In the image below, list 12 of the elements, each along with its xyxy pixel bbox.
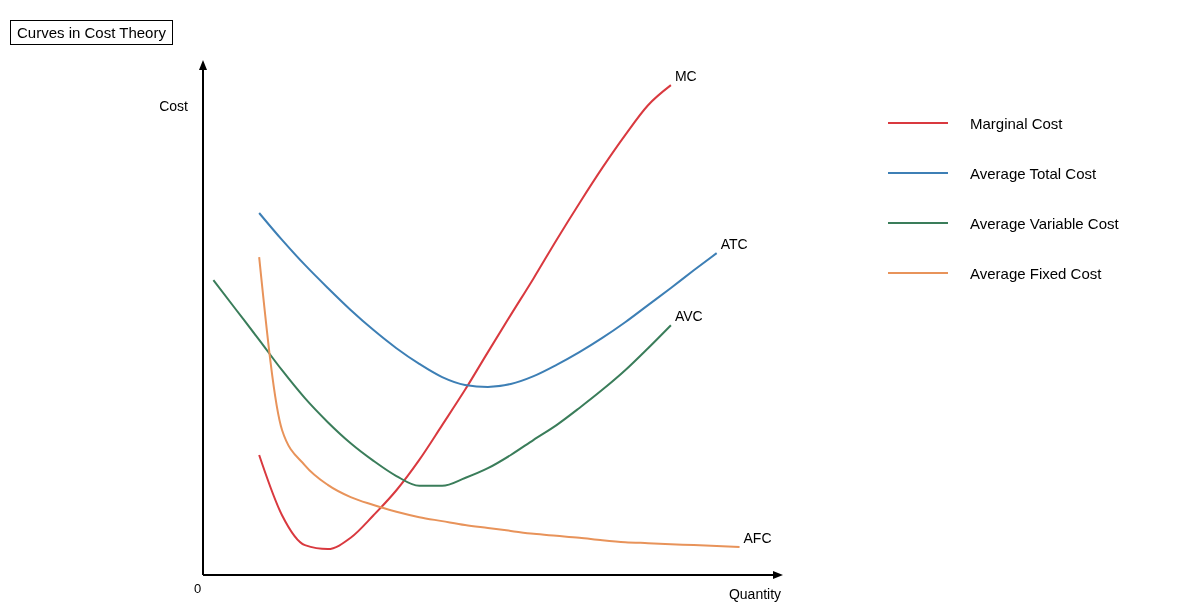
annotation: ATC <box>720 236 748 253</box>
annotation: AVC <box>674 308 703 325</box>
chart-title: Curves in Cost Theory <box>10 20 173 45</box>
text: 0 <box>194 581 202 596</box>
legend-label: Average Variable Cost <box>970 214 1119 232</box>
annotation: AFC <box>743 530 772 547</box>
legend-label: Marginal Cost <box>970 114 1063 132</box>
y-axis-title: Cost <box>159 98 189 114</box>
legend-label: Average Fixed Cost <box>970 264 1102 282</box>
x-axis-title: Quantity <box>728 586 782 602</box>
text: MC <box>674 68 697 85</box>
legend-label: Average Total Cost <box>970 164 1097 182</box>
